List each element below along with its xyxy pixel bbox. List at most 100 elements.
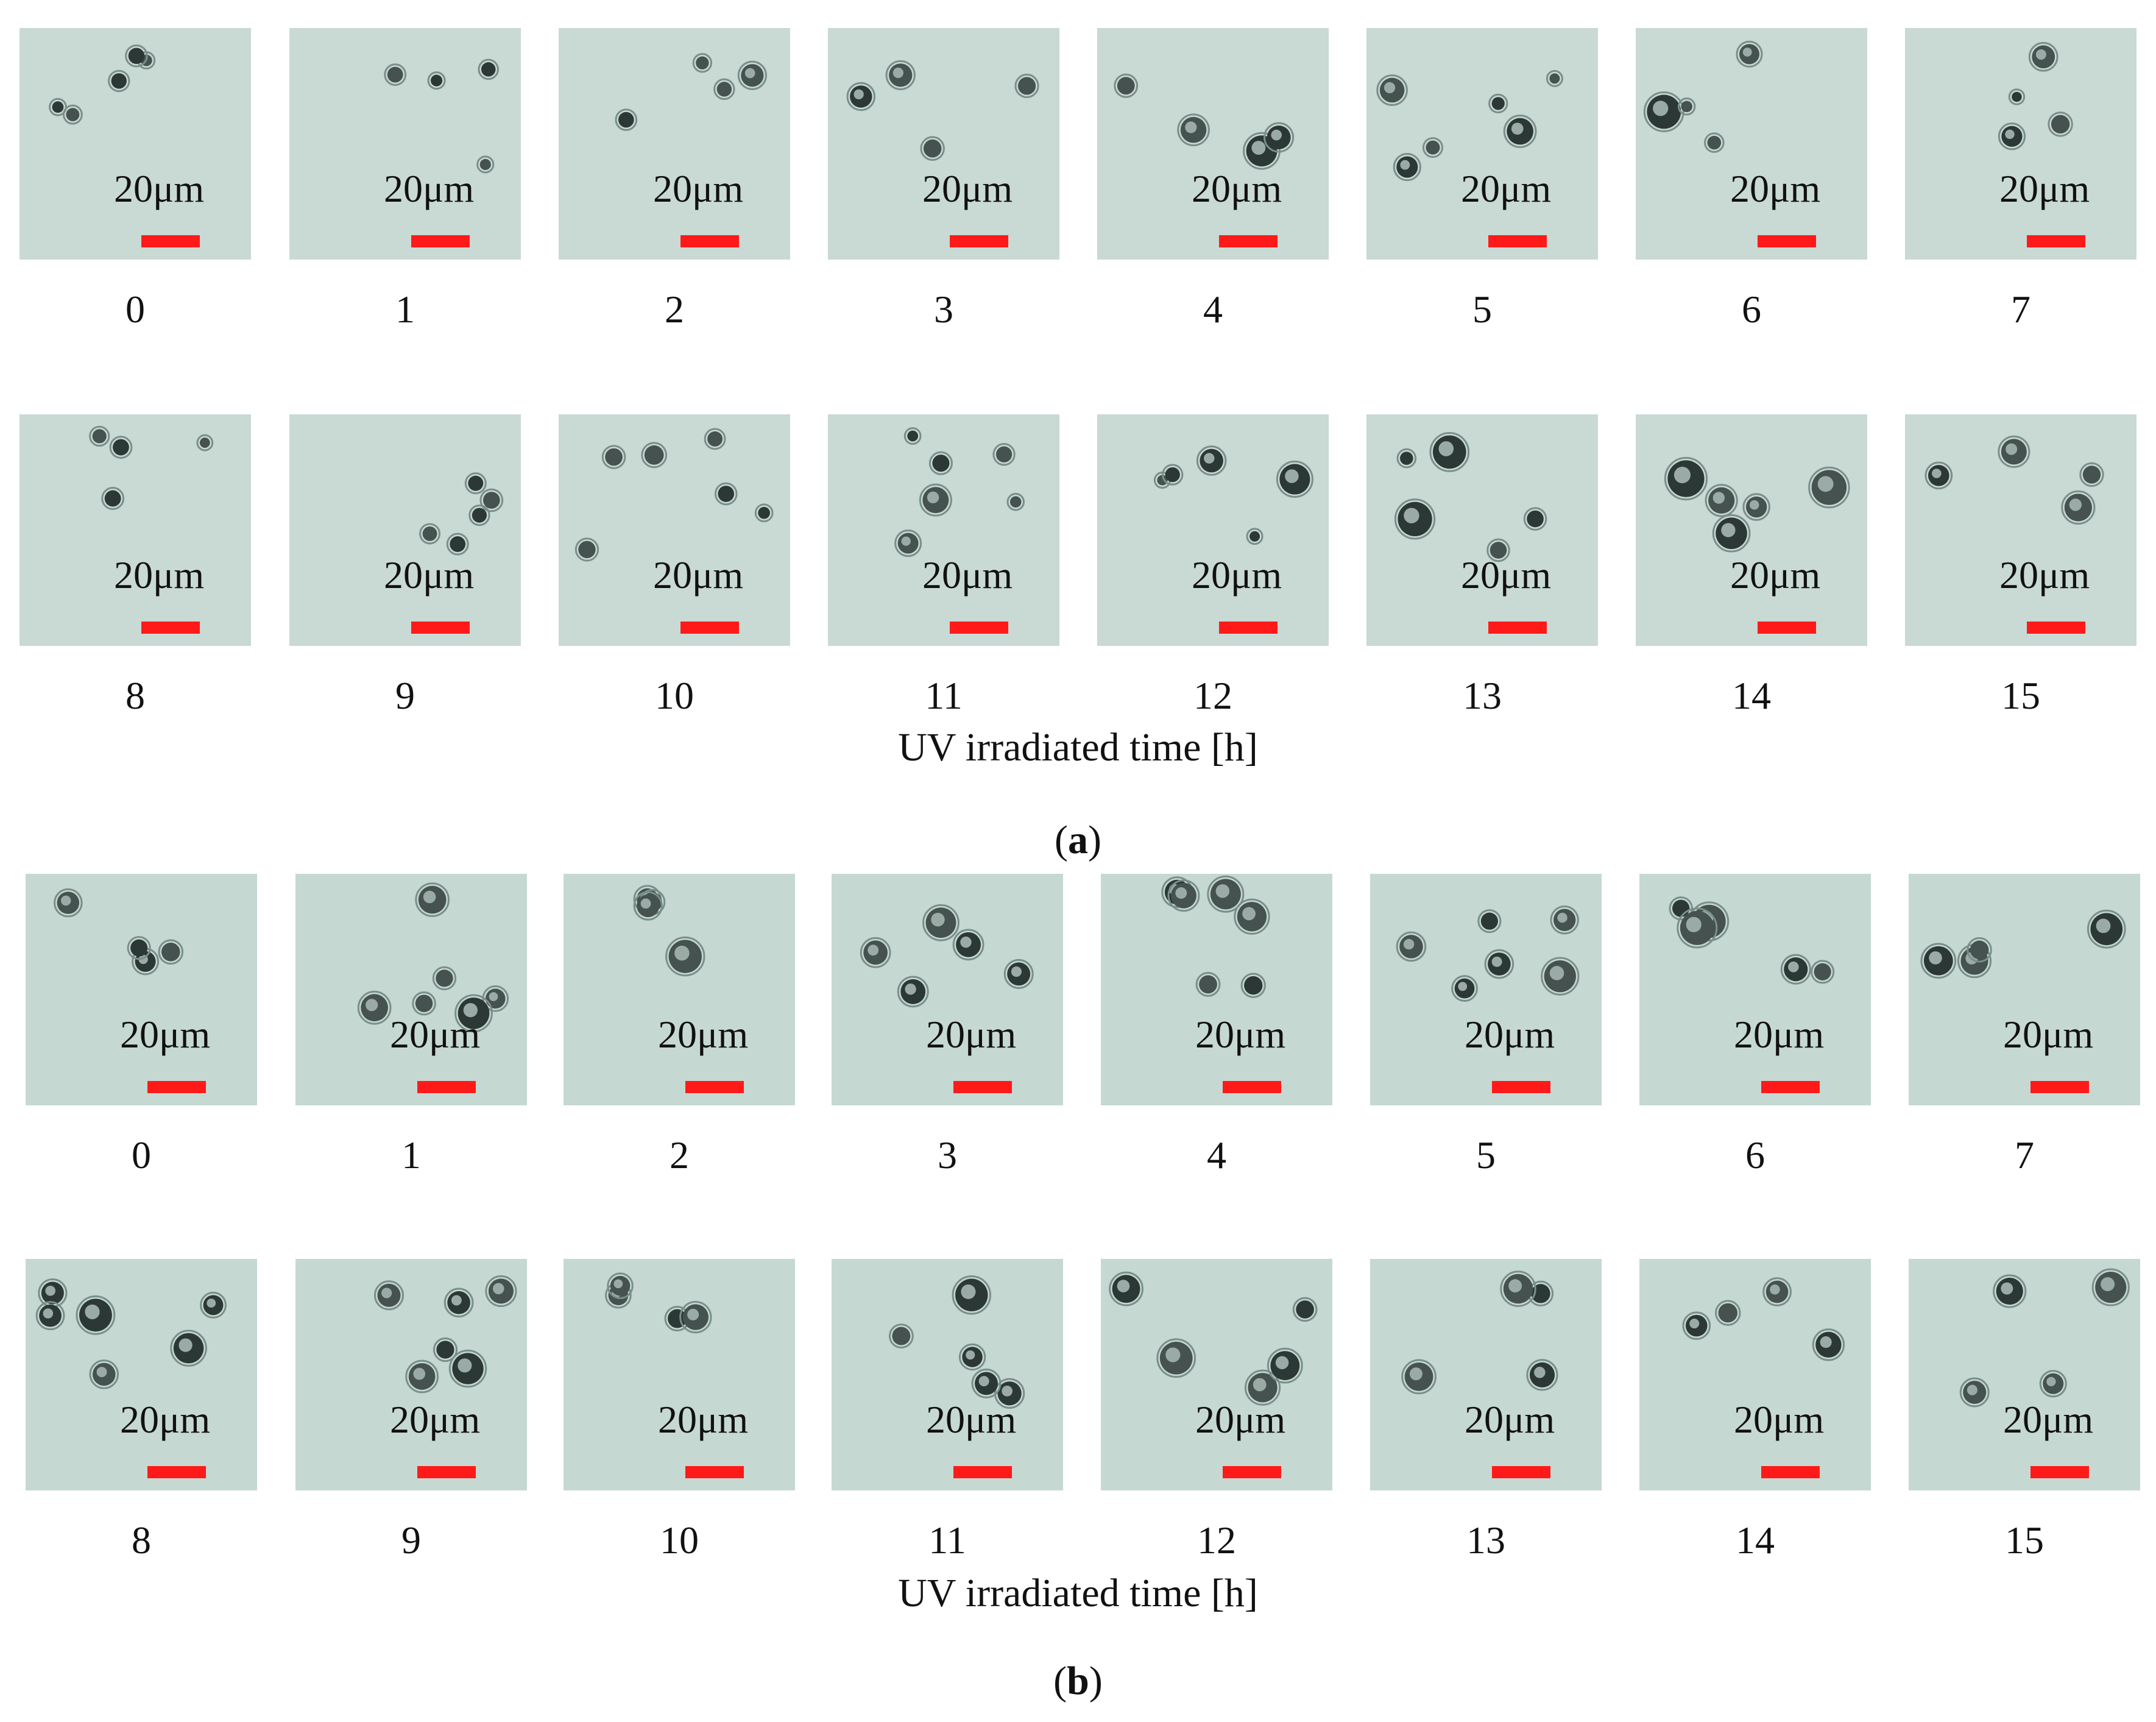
- scale-bar: [685, 1081, 744, 1093]
- scale-label: 20μm: [390, 1013, 481, 1056]
- scale-bar: [411, 622, 470, 634]
- scale-label: 20μm: [390, 1398, 481, 1441]
- scale-bar: [680, 622, 739, 634]
- micrograph-image: [1639, 1259, 1871, 1490]
- scale-bar: [950, 235, 1008, 247]
- micrograph-image: [832, 874, 1063, 1105]
- scale-bar: [417, 1466, 476, 1478]
- micrograph-image: [1366, 28, 1598, 260]
- scale-label: 20μm: [922, 167, 1013, 210]
- panel-b-row-2: 20μm 20μm 20μm 20μm 20μm 20μm 20μm 20μm …: [0, 1259, 2156, 1600]
- micrograph-image: [1366, 414, 1598, 646]
- micrograph-tile: 20μm: [295, 874, 527, 1105]
- scale-label: 20μm: [926, 1013, 1017, 1056]
- scale-label: 20μm: [1195, 1398, 1286, 1441]
- time-label: 11: [925, 674, 963, 717]
- scale-bar: [1488, 622, 1547, 634]
- time-label: 12: [1193, 674, 1232, 717]
- time-label: 8: [125, 674, 145, 717]
- micrograph-tile: 20μm: [1097, 28, 1329, 260]
- scale-bar: [1492, 1081, 1550, 1093]
- scale-bar: [1758, 622, 1816, 634]
- scale-label: 20μm: [114, 167, 205, 210]
- scale-bar: [953, 1081, 1012, 1093]
- scale-label: 20μm: [384, 167, 475, 210]
- scale-label: 20μm: [1195, 1013, 1286, 1056]
- micrograph-tile: 20μm: [559, 414, 790, 646]
- scale-bar: [1223, 1081, 1281, 1093]
- panel-label-letter: a: [1068, 818, 1088, 862]
- time-label: 3: [938, 1133, 957, 1177]
- time-label: 14: [1736, 1518, 1775, 1562]
- scale-label: 20μm: [1465, 1013, 1555, 1056]
- micrograph-tile: 20μm: [1101, 874, 1332, 1105]
- time-label: 4: [1203, 288, 1223, 331]
- micrograph-tile: 20μm: [564, 874, 795, 1105]
- micrograph-tile: 20μm: [1909, 1259, 2140, 1490]
- scale-label: 20μm: [1999, 553, 2090, 597]
- micrograph-tile: 20μm: [19, 28, 251, 260]
- time-label: 15: [2005, 1518, 2044, 1562]
- scale-bar: [1761, 1081, 1820, 1093]
- time-label: 0: [125, 288, 145, 331]
- scale-bar: [1761, 1466, 1820, 1478]
- time-label: 4: [1207, 1133, 1226, 1177]
- scale-label: 20μm: [1192, 167, 1282, 210]
- micrograph-image: [289, 414, 521, 646]
- scale-label: 20μm: [120, 1013, 211, 1056]
- micrograph-image: [1909, 1259, 2140, 1490]
- panel-label: (a): [0, 820, 2156, 860]
- scale-label: 20μm: [1730, 553, 1821, 597]
- time-label: 14: [1732, 674, 1771, 717]
- micrograph-image: [1370, 1259, 1602, 1490]
- time-label: 15: [2001, 674, 2040, 717]
- scale-bar: [2027, 235, 2085, 247]
- scale-label: 20μm: [120, 1398, 211, 1441]
- panel-a-row-2: 20μm 20μm 20μm 20μm 20μm 20μm 20μm 20μm …: [0, 414, 2156, 756]
- scale-bar: [1758, 235, 1816, 247]
- time-label: 13: [1466, 1518, 1505, 1562]
- scale-label: 20μm: [658, 1013, 749, 1056]
- micrograph-tile: 20μm: [1101, 1259, 1332, 1490]
- time-label: 3: [934, 288, 953, 331]
- micrograph-tile: 20μm: [295, 1259, 527, 1490]
- micrograph-image: [1097, 28, 1329, 260]
- time-label: 13: [1463, 674, 1502, 717]
- micrograph-image: [564, 1259, 795, 1490]
- scale-bar: [141, 622, 200, 634]
- micrograph-tile: 20μm: [1639, 874, 1871, 1105]
- micrograph-image: [1636, 414, 1867, 646]
- scale-label: 20μm: [384, 553, 475, 597]
- micrograph-image: [559, 28, 790, 260]
- scale-bar: [141, 235, 200, 247]
- micrograph-tile: 20μm: [289, 28, 521, 260]
- scale-label: 20μm: [922, 553, 1013, 597]
- micrograph-image: [564, 874, 795, 1105]
- micrograph-image: [1636, 28, 1867, 260]
- micrograph-tile: 20μm: [19, 414, 251, 646]
- panel-label-close: ): [1089, 1659, 1103, 1703]
- time-label: 12: [1197, 1518, 1236, 1562]
- scale-bar: [2031, 1466, 2089, 1478]
- scale-bar: [2027, 622, 2085, 634]
- micrograph-image: [1101, 874, 1332, 1105]
- micrograph-image: [295, 1259, 527, 1490]
- micrograph-image: [559, 414, 790, 646]
- scale-label: 20μm: [1192, 553, 1282, 597]
- scale-bar: [1223, 1466, 1281, 1478]
- micrograph-image: [26, 1259, 257, 1490]
- x-axis-title: UV irradiated time [h]: [898, 1571, 1258, 1615]
- micrograph-image: [295, 874, 527, 1105]
- micrograph-image: [289, 28, 521, 260]
- micrograph-tile: 20μm: [832, 1259, 1063, 1490]
- time-label: 9: [401, 1518, 421, 1562]
- micrograph-tile: 20μm: [828, 28, 1059, 260]
- time-label: 10: [655, 674, 694, 717]
- scale-label: 20μm: [1461, 553, 1552, 597]
- time-label: 5: [1476, 1133, 1496, 1177]
- time-label: 0: [132, 1133, 151, 1177]
- panel-a-row-1: 20μm 20μm 20μm 20μm 20μm 20μm 20μm 20μm …: [0, 28, 2156, 369]
- scale-bar: [417, 1081, 476, 1093]
- scale-label: 20μm: [2003, 1013, 2094, 1056]
- micrograph-tile: 20μm: [26, 1259, 257, 1490]
